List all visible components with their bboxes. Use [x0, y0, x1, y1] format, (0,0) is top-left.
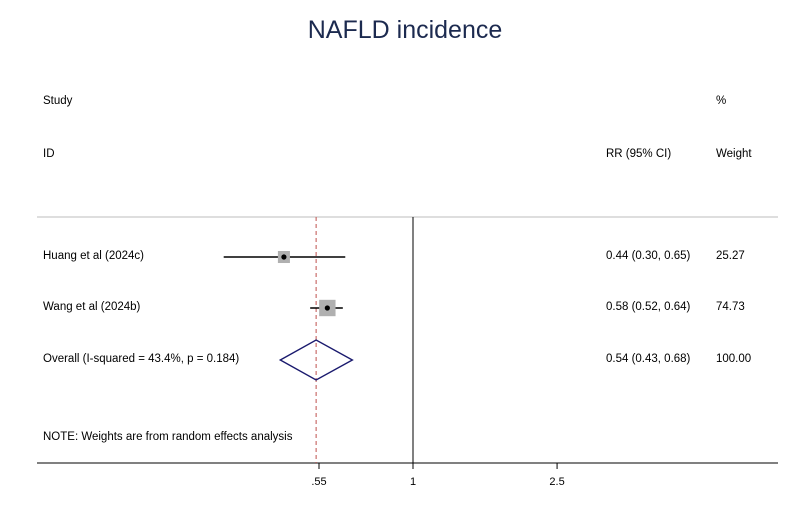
point-estimate-1	[324, 305, 330, 311]
header-pct: %	[716, 95, 727, 107]
overall-label: Overall (I-squared = 43.4%, p = 0.184)	[43, 353, 240, 365]
header-rr: RR (95% CI)	[606, 148, 672, 160]
study-weight-1: 74.73	[716, 301, 745, 313]
study-label-0: Huang et al (2024c)	[43, 250, 145, 262]
study-ci-0: 0.44 (0.30, 0.65)	[606, 250, 691, 262]
header-study: Study	[43, 95, 73, 107]
study-weight-0: 25.27	[716, 250, 745, 262]
header-id: ID	[43, 148, 55, 160]
chart-title: NAFLD incidence	[307, 16, 503, 44]
note: NOTE: Weights are from random effects an…	[43, 431, 293, 443]
x-tick-label-0: .55	[311, 476, 326, 488]
overall-diamond	[278, 339, 354, 381]
overall-ci: 0.54 (0.43, 0.68)	[606, 353, 691, 365]
point-estimate-0	[281, 254, 287, 260]
study-label-1: Wang et al (2024b)	[43, 301, 141, 313]
x-tick-label-2: 2.5	[549, 476, 564, 488]
header-weight: Weight	[716, 148, 752, 160]
study-ci-1: 0.58 (0.52, 0.64)	[606, 301, 691, 313]
overall-weight: 100.00	[716, 353, 752, 365]
x-tick-label-1: 1	[410, 476, 416, 488]
